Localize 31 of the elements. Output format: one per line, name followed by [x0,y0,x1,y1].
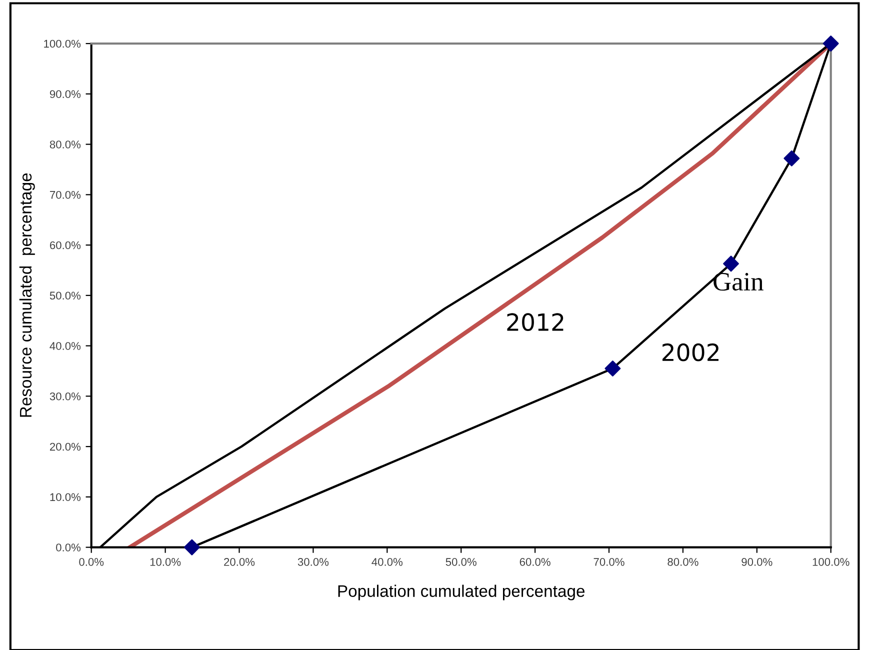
y-tick-label: 70.0% [50,190,81,199]
point [604,360,621,376]
y-tick-label: 30.0% [50,392,81,400]
y-tick-label: 80.0% [50,140,81,148]
y-tick-label: 90.0% [50,90,81,98]
series-label: 2012 [507,313,564,332]
y-axis-title: Resource cumulated percentage [19,173,35,417]
x-tick-label: 80.0% [668,558,698,566]
x-tick-label: 60.0% [520,558,550,566]
x-axis-title: Population cumulated percentage [338,584,585,600]
point [184,539,200,556]
x-tick-label: 90.0% [742,558,772,566]
y-tick-label: 20.0% [50,442,81,451]
x-tick-label: 20.0% [224,558,255,566]
y-tick-label: 50.0% [50,292,81,300]
x-tick-label: 30.0% [298,558,329,566]
y-tick-label: 0.0% [56,544,81,552]
series-label: 2002 [662,343,718,362]
x-tick-label: 10.0% [150,558,181,566]
x-tick-label: 0.0% [79,558,104,566]
y-tick-label: 10.0% [50,493,81,502]
x-tick-label: 50.0% [446,558,476,566]
point [822,36,839,52]
x-tick-label: 40.0% [372,558,403,566]
x-tick-label: 70.0% [594,558,624,566]
x-tick-label: 100.0% [812,558,850,566]
point [723,256,739,272]
point [784,150,800,166]
y-tick-label: 100.0% [44,40,81,48]
y-tick-label: 60.0% [50,241,81,250]
y-tick-label: 40.0% [50,342,81,350]
